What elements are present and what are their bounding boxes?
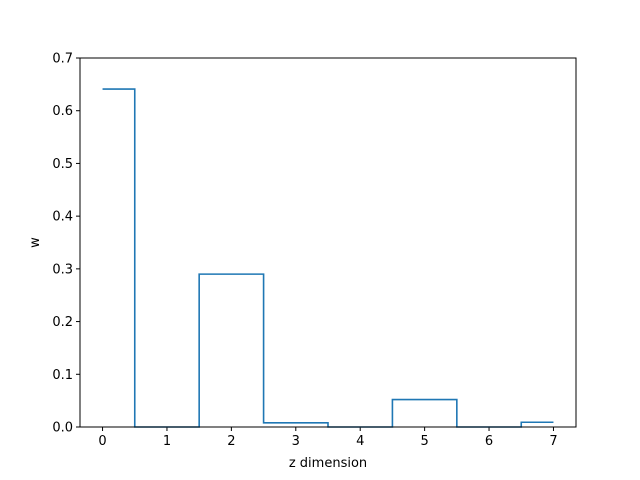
axis-ticks: 0 1 2 3 4 5 6 7 0.0 0.1 0.2 0.3 0.4 0.5 0.6 0.7 [52,52,557,450]
y-tick-label: 0.2 [52,315,73,330]
y-axis-label: w [28,237,43,248]
y-tick-label: 0.7 [52,52,73,67]
x-tick-label: 3 [292,434,300,449]
x-tick-label: 7 [549,434,557,449]
x-tick-label: 5 [420,434,428,449]
y-tick-label: 0.4 [52,210,73,225]
y-tick-label: 0.3 [52,262,73,277]
y-tick-label: 0.5 [52,157,73,172]
x-tick-label: 6 [485,434,493,449]
x-axis-label: z dimension [289,456,367,471]
x-tick-label: 0 [98,434,106,449]
y-tick-label: 0.1 [52,368,73,383]
plot-area-frame [79,57,577,428]
x-tick-label: 2 [227,434,235,449]
x-tick-label: 4 [356,434,364,449]
y-tick-label: 0.0 [52,421,73,436]
y-tick-label: 0.6 [52,104,73,119]
x-tick-label: 1 [163,434,171,449]
